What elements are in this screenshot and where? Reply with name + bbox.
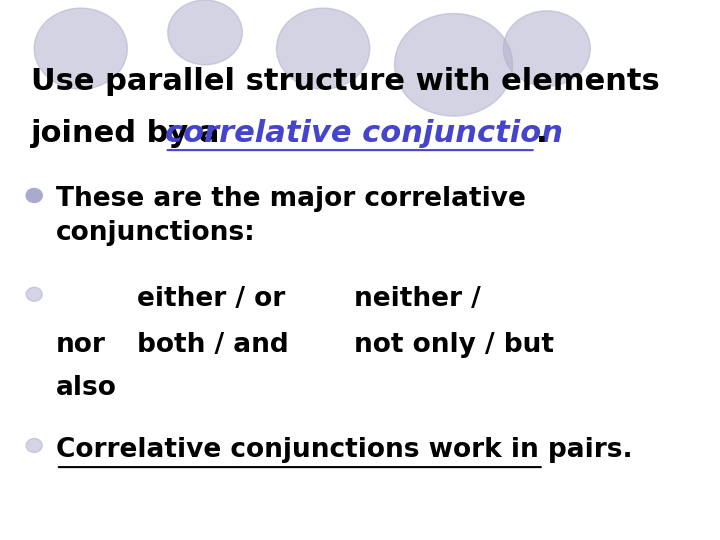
Circle shape bbox=[26, 287, 42, 301]
Text: either / or: either / or bbox=[137, 286, 285, 312]
Text: Use parallel structure with elements: Use parallel structure with elements bbox=[31, 68, 660, 97]
Text: neither /: neither / bbox=[354, 286, 481, 312]
Text: Correlative conjunctions work in pairs.: Correlative conjunctions work in pairs. bbox=[56, 437, 633, 463]
Circle shape bbox=[26, 188, 42, 202]
Text: also: also bbox=[56, 375, 117, 401]
Text: correlative conjunction: correlative conjunction bbox=[165, 119, 562, 148]
Circle shape bbox=[168, 0, 243, 65]
Circle shape bbox=[26, 438, 42, 453]
Text: .: . bbox=[536, 119, 547, 148]
Text: joined by a: joined by a bbox=[31, 119, 231, 148]
Text: not only / but: not only / but bbox=[354, 332, 554, 358]
Text: These are the major correlative
conjunctions:: These are the major correlative conjunct… bbox=[56, 186, 526, 246]
Circle shape bbox=[503, 11, 590, 86]
Text: nor: nor bbox=[56, 332, 106, 358]
Text: both / and: both / and bbox=[137, 332, 289, 358]
Circle shape bbox=[395, 14, 513, 116]
Circle shape bbox=[34, 8, 127, 89]
Circle shape bbox=[276, 8, 369, 89]
